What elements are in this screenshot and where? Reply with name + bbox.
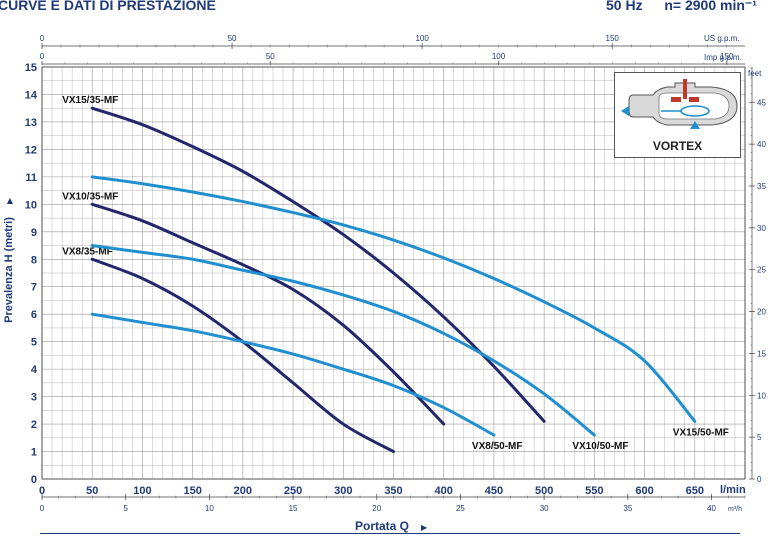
series-group: VX8/35-MF VX10/35-MF VX15/35-MF VX8/50-MF VX… [62,95,729,454]
bottom-rule [40,533,740,534]
x-tick-label: 50 [86,485,98,497]
x-tick-label: 250 [284,485,302,497]
m3h-tick-label: 35 [623,504,632,513]
y-tick-label: 4 [31,364,38,376]
series-line [90,244,596,437]
feet-tick-label: 15 [757,349,766,358]
x-tick-label: 400 [435,485,453,497]
m3h-tick-label: 40 [707,504,716,513]
vortex-label: VORTEX [652,139,703,153]
y-tick-label: 9 [31,227,37,239]
x-tick-label: 650 [686,485,704,497]
series-label: VX10/50-MF [572,441,628,452]
series-label: VX8/35-MF [62,246,113,257]
usgpm-tick-label: 150 [606,34,620,43]
series-label: VX15/35-MF [62,95,118,106]
y-tick-label: 6 [31,309,37,321]
impgpm-tick-label: 0 [40,52,45,61]
feet-tick-label: 35 [757,182,766,191]
x-tick-label: 0 [39,485,45,497]
x-tick-label: 600 [635,485,653,497]
x-tick-label: 200 [234,485,252,497]
m3h-tick-label: 20 [372,504,381,513]
y-tick-label: 14 [25,89,38,101]
m3h-tick-label: 25 [456,504,465,513]
series-label: VX10/35-MF [62,191,118,202]
impgpm-tick-label: 150 [720,52,734,61]
m3h-tick-label: 0 [40,504,45,513]
feet-tick-label: 30 [757,224,766,233]
axis-labels: Prevalenza H (metri) ▶ Portata Q ▶ l/min… [3,34,762,533]
impgpm-tick-label: 100 [492,52,506,61]
x-unit-m3h: m³/h [728,506,742,513]
y-tick-label: 13 [25,117,37,129]
feet-tick-label: 20 [757,308,766,317]
m3h-tick-label: 10 [205,504,214,513]
y-tick-label: 11 [25,172,37,184]
y-tick-label: 1 [31,447,37,459]
series-label: VX8/50-MF [472,441,523,452]
x-tick-label: 450 [485,485,503,497]
y-tick-label: 15 [25,62,37,74]
speed-label: n= 2900 min⁻¹ [664,0,757,13]
series-line [90,202,446,426]
vortex-inset: VORTEX [614,72,741,158]
x-tick-label: 300 [334,485,352,497]
x-tick-label: 100 [133,485,151,497]
y-tick-label: 8 [31,254,37,266]
frequency-label: 50 Hz [606,0,643,13]
y-tick-label: 12 [25,144,37,156]
m3h-tick-label: 30 [540,504,549,513]
y-tick-label: 0 [31,474,37,486]
vortex-pump-icon [618,79,738,133]
x-tick-label: 500 [535,485,553,497]
series-label: VX15/50-MF [673,427,729,438]
feet-tick-label: 45 [757,98,766,107]
x-axis-label: Portata Q [355,519,409,533]
plot-frame [41,66,746,480]
m3h-tick-label: 15 [289,504,298,513]
chart-title: CURVE E DATI DI PRESTAZIONE [0,0,216,13]
feet-tick-label: 40 [757,140,766,149]
y-tick-label: 3 [31,392,37,404]
x-unit-lmin: l/min [720,484,746,496]
usgpm-tick-label: 50 [228,34,237,43]
x-unit-impgpm: Imp g.p.m. [704,53,742,62]
series-line [90,175,697,423]
y-tick-label: 2 [31,419,37,431]
impgpm-tick-label: 50 [266,52,275,61]
y-unit-feet: feet [748,69,762,78]
x-tick-label: 150 [183,485,201,497]
feet-tick-label: 0 [757,475,762,484]
y-tick-label: 7 [31,282,37,294]
feet-tick-label: 10 [757,391,766,400]
series-line [90,106,546,423]
usgpm-tick-label: 0 [40,34,45,43]
m3h-tick-label: 5 [123,504,128,513]
x-tick-label: 550 [585,485,603,497]
series-line [90,312,496,437]
pump-spec: 50 Hz n= 2900 min⁻¹ [606,0,757,14]
y-axis-label-arrow: ▶ [5,197,14,204]
usgpm-tick-label: 100 [415,34,429,43]
x-unit-usgpm: US g.p.m. [704,34,740,43]
x-axis-label-arrow: ▶ [421,523,428,532]
x-tick-label: 350 [384,485,402,497]
y-axis-label: Prevalenza H (metri) [3,217,15,323]
y-tick-label: 10 [25,199,37,211]
feet-tick-label: 5 [757,433,762,442]
y-tick-label: 5 [31,337,37,349]
feet-tick-label: 25 [757,266,766,275]
